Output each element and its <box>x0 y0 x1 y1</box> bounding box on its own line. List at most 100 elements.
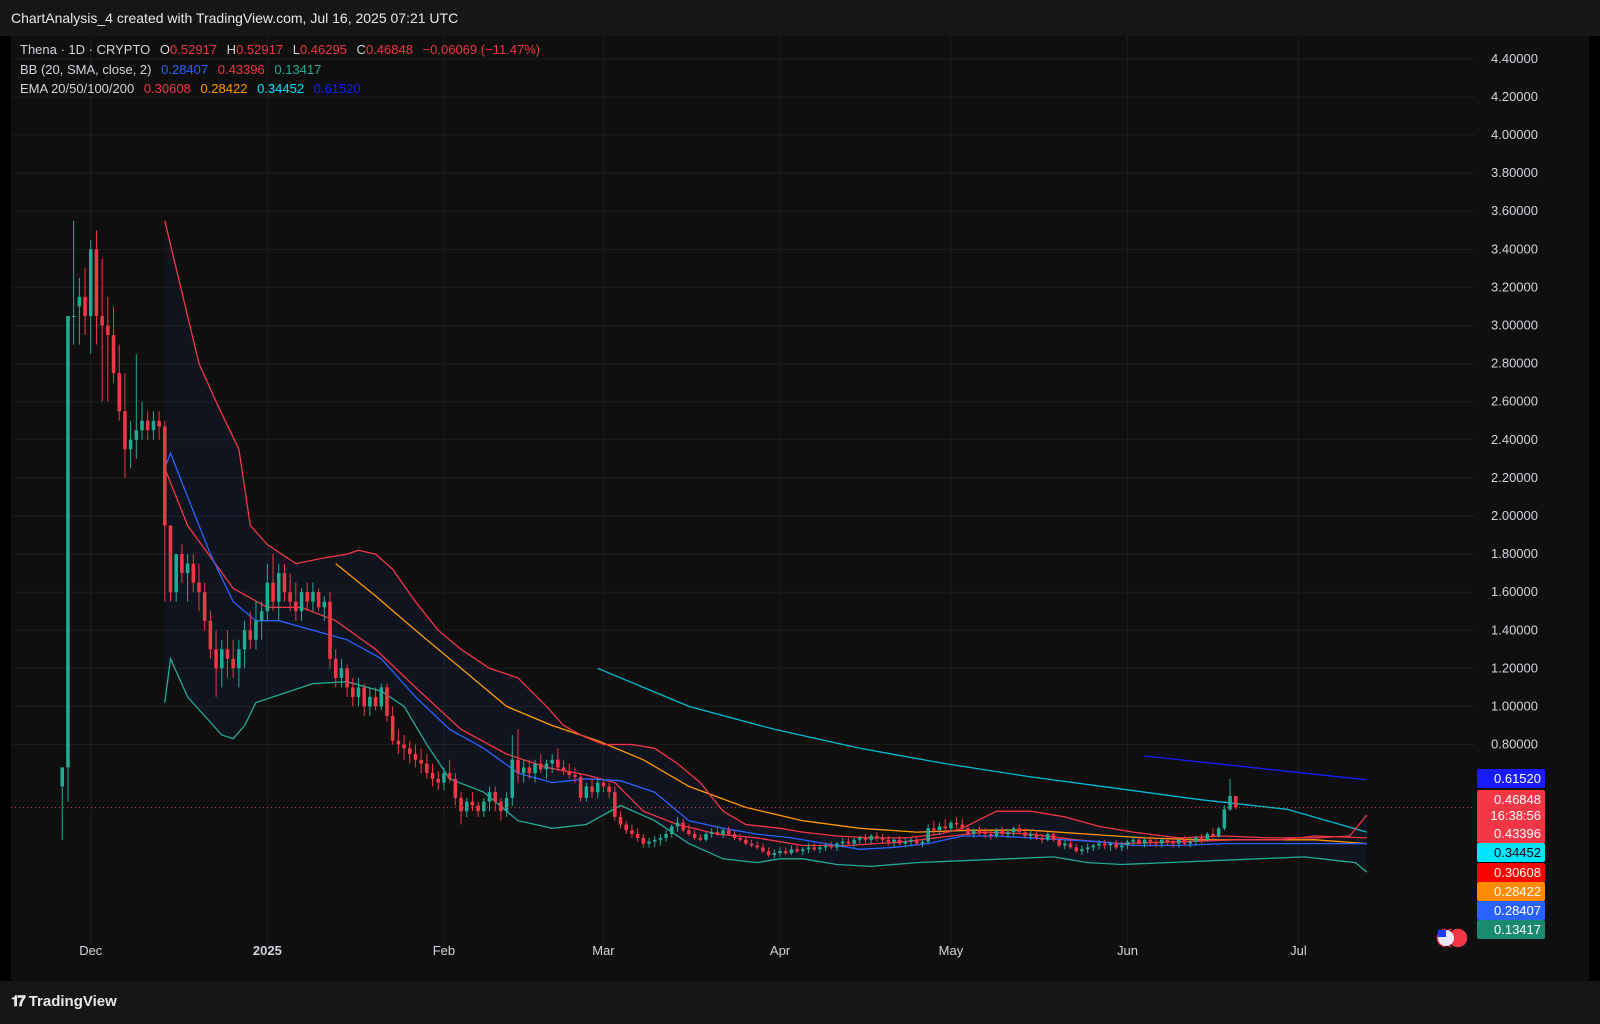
candle-body <box>1091 845 1096 848</box>
price-tag-label: 0.13417 <box>1494 922 1541 937</box>
y-tick-label: 2.60000 <box>1491 394 1538 409</box>
candle-body <box>761 847 765 852</box>
candle-body <box>225 649 230 659</box>
candle-body <box>630 830 634 835</box>
ema200-line <box>1144 755 1367 781</box>
chart-pane[interactable] <box>11 36 1589 981</box>
candle-body <box>254 620 258 640</box>
candle-body <box>829 845 834 848</box>
candle-body <box>470 801 475 806</box>
candle-body <box>419 759 423 764</box>
ema-legend: EMA 20/50/100/200 0.30608 0.28422 0.3445… <box>20 79 540 99</box>
candle-body <box>989 834 993 836</box>
x-tick-label: Apr <box>770 943 791 958</box>
candle-body <box>499 801 503 812</box>
x-tick-label: 2025 <box>253 943 282 958</box>
candle-body <box>1011 828 1016 833</box>
candle-body <box>749 843 754 846</box>
symbol-title[interactable]: Thena · 1D · CRYPTO <box>20 42 151 57</box>
candle-body <box>783 851 788 854</box>
candle-body <box>282 573 287 593</box>
candle-body <box>715 832 720 835</box>
candle-body <box>909 839 913 842</box>
x-tick-label: Feb <box>433 943 455 958</box>
candle-body <box>897 839 902 844</box>
candle-body <box>1034 834 1039 838</box>
low-label: L <box>292 42 300 57</box>
candle-body <box>385 687 389 716</box>
y-tick-label: 2.00000 <box>1491 508 1538 523</box>
candle-body <box>937 826 942 831</box>
candle-body <box>379 687 384 707</box>
y-tick-label: 1.80000 <box>1491 546 1538 561</box>
y-tick-label: 3.40000 <box>1491 241 1538 256</box>
candle-body <box>390 715 395 741</box>
ema-label[interactable]: EMA 20/50/100/200 <box>20 81 135 96</box>
candle-body <box>932 828 936 831</box>
candle-body <box>66 315 70 768</box>
chart-caption: ChartAnalysis_4 created with TradingView… <box>11 10 459 26</box>
candle-body <box>163 426 167 526</box>
countdown-label: 16:38:56 <box>1490 808 1541 823</box>
y-tick-label: 4.20000 <box>1491 89 1538 104</box>
candle-body <box>328 601 332 659</box>
price-tag-label: 0.28407 <box>1494 903 1541 918</box>
tradingview-logo[interactable]: 𝟏𝟕 TradingView <box>11 993 117 1010</box>
bb-band-fill <box>164 220 1367 873</box>
bb-label[interactable]: BB (20, SMA, close, 2) <box>20 61 152 77</box>
candle-body <box>601 782 606 787</box>
candle-body <box>852 839 856 844</box>
candle-body <box>180 554 184 574</box>
candle-body <box>1085 847 1090 850</box>
candle-body <box>1154 841 1158 844</box>
candle-body <box>647 841 651 844</box>
candle-body <box>1205 834 1210 840</box>
x-tick-label: Dec <box>79 943 103 958</box>
candle-body <box>943 826 947 829</box>
x-tick-label: Jul <box>1290 943 1307 958</box>
candle-body <box>613 792 617 817</box>
y-tick-label: 2.40000 <box>1491 432 1538 447</box>
candle-body <box>966 828 970 835</box>
price-tag-label: 0.61520 <box>1494 771 1541 786</box>
price-chart[interactable]: 4.40000 4.20000 4.00000 3.80000 3.60000 3.400… <box>0 0 1600 981</box>
open-label: O <box>159 42 171 57</box>
candle-body <box>732 834 737 838</box>
candle-body <box>971 830 976 835</box>
candle-body <box>892 839 896 842</box>
candle-body <box>248 630 253 640</box>
candle-body <box>766 851 771 856</box>
candle-body <box>960 824 965 829</box>
candle-body <box>533 763 537 774</box>
candle-body <box>1228 795 1232 810</box>
x-tick-label: Mar <box>592 943 615 958</box>
ema100-line <box>597 667 1367 833</box>
candle-body <box>299 592 304 612</box>
open-value: 0.52917 <box>170 42 218 57</box>
candle-body <box>567 771 572 776</box>
candle-body <box>396 740 401 745</box>
price-tag-label: 0.43396 <box>1494 826 1541 841</box>
low-value: 0.46295 <box>299 42 347 57</box>
candle-body <box>778 851 782 854</box>
candle-body <box>527 767 532 774</box>
candle-body <box>818 847 822 850</box>
candle-body <box>641 837 646 844</box>
candle-body <box>60 767 65 787</box>
price-tag-label: 0.28422 <box>1494 884 1541 899</box>
candle-body <box>220 649 224 669</box>
candle-body <box>83 296 87 316</box>
candle-body <box>584 786 589 798</box>
candle-body <box>442 773 446 783</box>
change-value: −0.06069 (−11.47%) <box>422 42 541 57</box>
candle-body <box>1159 839 1164 844</box>
y-tick-label: 3.20000 <box>1491 279 1538 294</box>
candle-body <box>1120 845 1124 848</box>
candle-body <box>658 837 663 840</box>
candle-body <box>801 849 805 852</box>
candle-body <box>573 775 577 777</box>
ema50-line <box>335 563 1367 845</box>
candle-body <box>1131 839 1135 842</box>
candle-body <box>430 773 435 779</box>
candle-body <box>1108 843 1113 846</box>
